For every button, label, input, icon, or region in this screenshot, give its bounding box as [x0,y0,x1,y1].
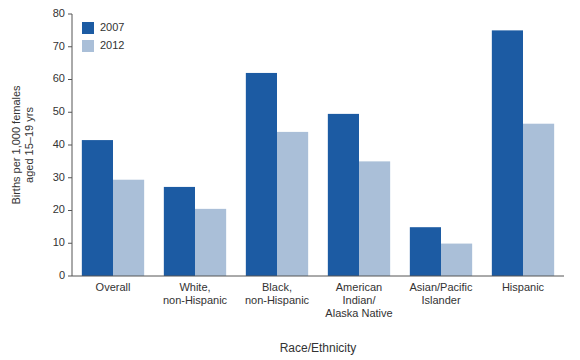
x-tick-label-line: Overall [96,281,131,293]
bars [82,30,554,276]
legend-swatch [82,22,94,34]
bar [195,209,226,276]
legend-label: 2012 [100,39,124,51]
y-tick [68,243,72,244]
chart-container: 01020304050607080OverallWhite,non-Hispan… [0,0,580,360]
y-tick [68,14,72,15]
x-tick-label: White,non-Hispanic [163,281,228,306]
x-tick-label-line: Black, [262,281,292,293]
bar [359,161,390,276]
bar [82,140,113,276]
x-tick-label-line: American [336,281,382,293]
y-tick-label: 10 [53,236,65,248]
x-tick-label: Hispanic [502,281,545,293]
y-axis-title-line: aged 15–19 yrs [23,107,35,183]
x-tick-label: Overall [96,281,131,293]
y-tick-label: 40 [53,138,65,150]
y-tick-label: 70 [53,40,65,52]
x-tick-label-line: Alaska Native [325,307,392,319]
x-tick-label-line: Hispanic [502,281,545,293]
bar [277,132,308,276]
y-tick [68,112,72,113]
legend-label: 2007 [100,21,124,33]
bar [246,73,277,276]
bar [113,180,144,276]
x-tick-label: AmericanIndian/Alaska Native [325,281,392,319]
x-axis-title: Race/Ethnicity [280,341,357,355]
legend: 2007 2012 [82,21,124,52]
chart-svg: 01020304050607080OverallWhite,non-Hispan… [0,0,580,360]
y-tick [68,46,72,47]
y-tick-label: 30 [53,171,65,183]
y-tick-label: 20 [53,203,65,215]
y-tick-label: 60 [53,72,65,84]
y-axis-title-line: Births per 1,000 females [10,85,22,205]
bar [523,124,554,276]
x-tick-label-line: Indian/ [342,294,376,306]
x-tick-label-line: Islander [421,294,460,306]
axes: 01020304050607080OverallWhite,non-Hispan… [53,7,564,319]
legend-swatch [82,40,94,52]
y-tick-label: 0 [59,269,65,281]
bar [492,30,523,276]
y-axis-title: Births per 1,000 femalesaged 15–19 yrs [10,85,35,205]
x-axis-line [72,276,564,277]
y-tick [68,79,72,80]
x-tick-label-line: non-Hispanic [163,294,228,306]
y-tick-label: 50 [53,105,65,117]
y-tick [68,177,72,178]
x-tick-label-line: non-Hispanic [245,294,310,306]
y-tick [68,145,72,146]
bar [164,187,195,276]
y-tick-label: 80 [53,7,65,19]
x-tick-label-line: White, [179,281,210,293]
y-tick [68,210,72,211]
y-tick [68,276,72,277]
bar [410,227,441,276]
bar [328,114,359,276]
x-tick-label: Black,non-Hispanic [245,281,310,306]
bar [441,244,472,276]
x-tick-label-line: Asian/Pacific [410,281,473,293]
x-tick-label: Asian/PacificIslander [410,281,473,306]
